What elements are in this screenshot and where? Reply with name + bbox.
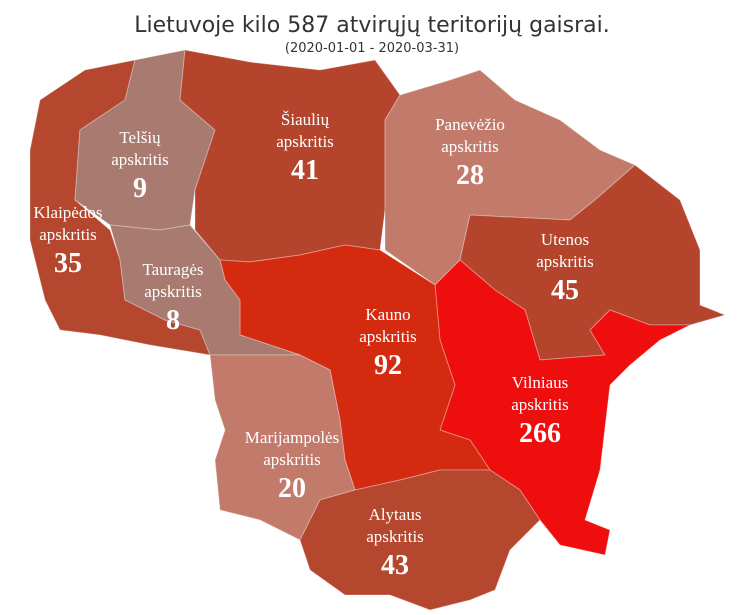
region-unit: apskritis <box>366 527 424 546</box>
region-unit: apskritis <box>536 252 594 271</box>
region-value: 266 <box>519 418 561 449</box>
region-name: Telšių <box>119 128 161 147</box>
region-value: 35 <box>54 248 82 279</box>
map-title: Lietuvoje kilo 587 atvirųjų teritorijų g… <box>134 13 610 38</box>
region-name: Šiaulių <box>281 110 330 129</box>
region-value: 8 <box>166 305 180 336</box>
region-unit: apskritis <box>441 137 499 156</box>
regions <box>29 49 727 611</box>
region-value: 28 <box>456 160 484 191</box>
region-name: Vilniaus <box>512 373 569 392</box>
region-value: 9 <box>133 173 147 204</box>
region-unit: apskritis <box>263 450 321 469</box>
region-value: 92 <box>374 350 402 381</box>
region-name: Kauno <box>365 305 410 324</box>
region-labels: Klaipėdos apskritis 35 Telšių apskritis 9 Šiau… <box>34 110 594 581</box>
region-unit: apskritis <box>144 282 202 301</box>
region-unit: apskritis <box>276 132 334 151</box>
region <box>299 469 541 611</box>
region <box>109 224 301 356</box>
region-value: 20 <box>278 473 306 504</box>
map-subtitle: (2020-01-01 - 2020-03-31) <box>285 41 459 56</box>
region <box>179 49 401 263</box>
region-name: Marijampolės <box>245 428 339 447</box>
region <box>434 259 691 556</box>
region-name: Klaipėdos <box>34 203 103 222</box>
region-name: Alytaus <box>369 505 422 524</box>
region-unit: apskritis <box>39 225 97 244</box>
region-value: 41 <box>291 155 319 186</box>
region-unit: apskritis <box>359 327 417 346</box>
region-value: 45 <box>551 275 579 306</box>
region-value: 43 <box>381 550 409 581</box>
region-name: Tauragės <box>142 260 203 279</box>
region-unit: apskritis <box>111 150 169 169</box>
region-name: Utenos <box>541 230 589 249</box>
region-name: Panevėžio <box>435 115 505 134</box>
region-unit: apskritis <box>511 395 569 414</box>
